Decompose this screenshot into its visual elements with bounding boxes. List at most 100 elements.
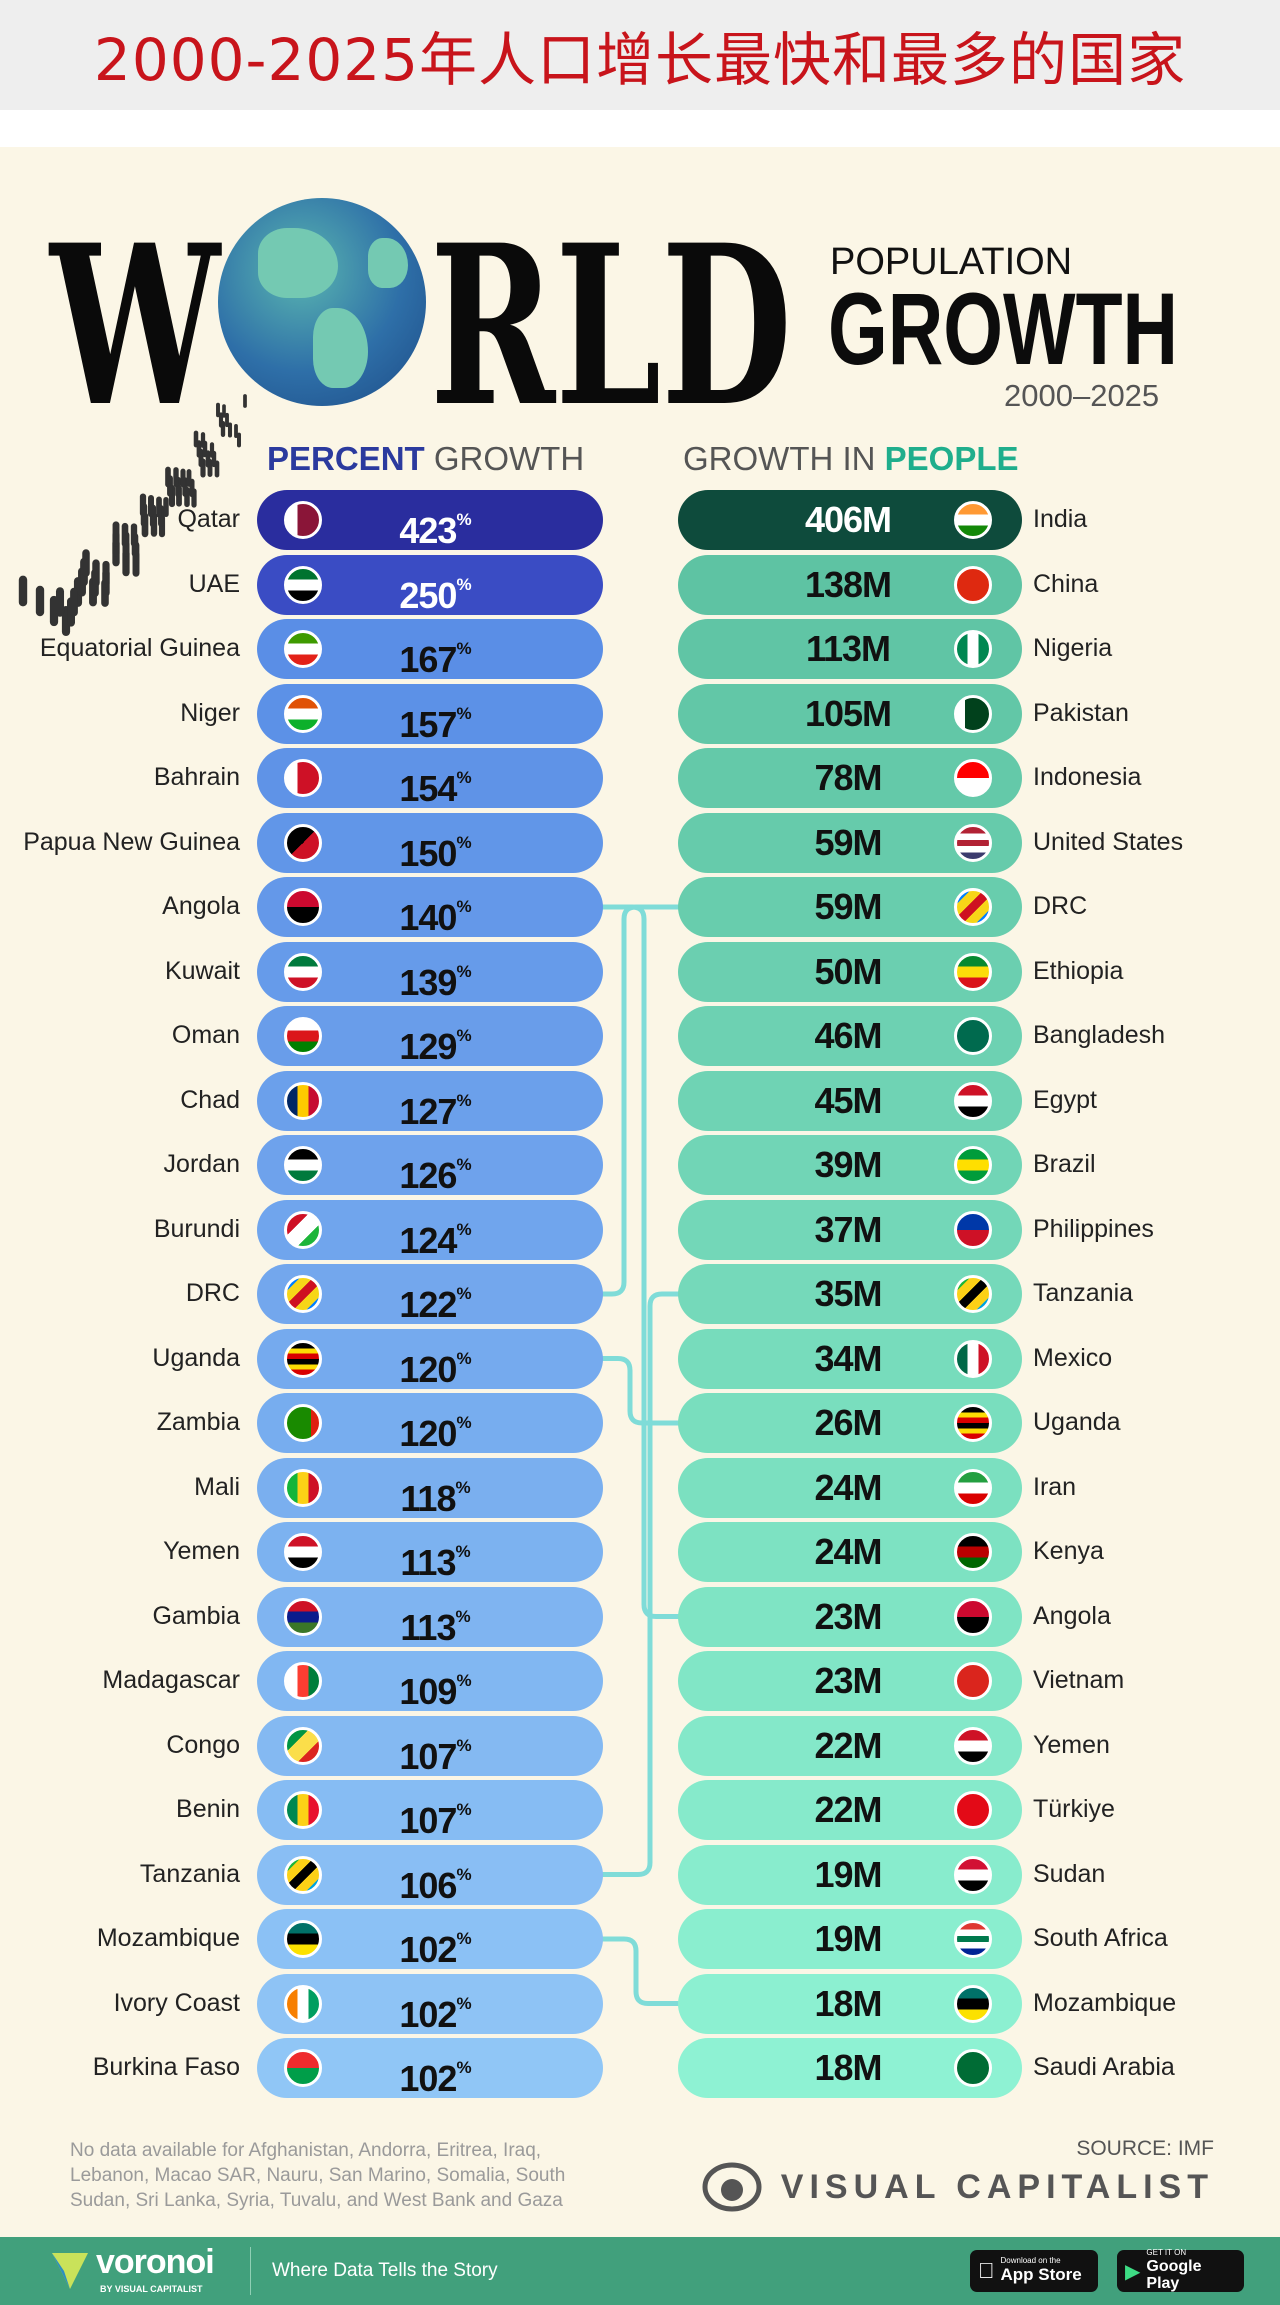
value-number: 18: [814, 1982, 853, 2024]
value-number: 113: [805, 628, 862, 669]
country-label: Papua New Guinea: [23, 827, 240, 856]
person-silhouette: [227, 422, 232, 438]
country-label: Bahrain: [153, 763, 240, 791]
people-value: 59M: [778, 813, 918, 873]
brand-name: VISUAL CAPITALIST: [780, 2167, 1214, 2206]
people-value: 37M: [778, 1200, 918, 1260]
people-bar: 23M: [678, 1586, 1022, 1647]
person-silhouette: [196, 439, 201, 458]
person-silhouette: [193, 430, 199, 448]
value-number: 22: [814, 1789, 853, 1830]
value-number: 138: [804, 563, 863, 605]
flag-icon-sudan: [954, 1855, 992, 1894]
person-silhouette: [180, 468, 186, 488]
country-label: Qatar: [177, 505, 240, 533]
source: SOURCE: IMF: [1076, 2137, 1214, 2160]
value-number: 46: [814, 1015, 853, 1056]
heading-bold: PERCENT: [267, 440, 425, 477]
value-number: 26: [814, 1402, 853, 1443]
value-unit: %: [456, 768, 471, 787]
value-unit: M: [852, 1402, 883, 1443]
people-bar: 406M: [678, 490, 1022, 550]
percent-value: 102%: [377, 2038, 493, 2099]
people-value: 113M: [778, 619, 918, 679]
percent-bar: 140%: [257, 877, 603, 938]
flag-icon-indonesia: [954, 759, 992, 797]
flag-icon-burundi: [284, 1210, 322, 1249]
percent-bar: 139%: [257, 941, 603, 1003]
value-number: 18: [814, 2047, 853, 2088]
percent-bar: 102%: [257, 1973, 603, 2035]
person-silhouette: [18, 575, 28, 607]
value-unit: %: [456, 1026, 471, 1045]
value-number: 120: [399, 1413, 457, 1454]
value-unit: %: [456, 1413, 471, 1432]
percent-value: 106%: [377, 1845, 493, 1906]
value-number: 22: [814, 1724, 853, 1766]
voronoi-logo[interactable]: voronoi: [96, 2243, 215, 2281]
flag-icon-ethiopia: [954, 952, 992, 991]
value-number: 24: [814, 1531, 853, 1572]
people-bar: 59M: [678, 812, 1022, 873]
country-label: Burundi: [153, 1214, 240, 1243]
value-number: 167: [399, 639, 457, 680]
percent-bar: 122%: [257, 1264, 603, 1325]
person-silhouette: [209, 441, 214, 458]
flag-icon-drc: [954, 888, 992, 926]
people-bar: 138M: [678, 554, 1022, 615]
country-label: Vietnam: [1033, 1666, 1125, 1694]
value-unit: %: [456, 1155, 471, 1174]
people-value: 18M: [778, 2038, 918, 2098]
flag-icon-egypt: [954, 1081, 992, 1120]
people-bar: 45M: [678, 1070, 1022, 1131]
percent-bar: 124%: [257, 1199, 603, 1261]
person-silhouette: [92, 559, 100, 587]
footer: voronoi BY VISUAL CAPITALIST Where Data …: [0, 2237, 1280, 2305]
country-label: South Africa: [1033, 1924, 1168, 1952]
people-bar: 113M: [678, 619, 1022, 679]
country-label: Niger: [180, 698, 240, 727]
value-unit: M: [852, 1595, 883, 1637]
country-label: Zambia: [156, 1408, 240, 1436]
value-number: 23: [814, 1660, 853, 1701]
flag-icon-equatorial-guinea: [284, 630, 322, 668]
value-number: 150: [399, 832, 457, 874]
value-number: 129: [399, 1026, 457, 1067]
country-label: Uganda: [1033, 1408, 1121, 1436]
value-number: 140: [399, 897, 457, 938]
value-unit: %: [456, 1993, 471, 2013]
google-label: Google Play: [1146, 2257, 1202, 2293]
people-bar: 18M: [678, 1973, 1022, 2034]
value-number: 19: [814, 1853, 853, 1895]
value-unit: %: [456, 510, 471, 529]
people-bar: 37M: [678, 1199, 1022, 1260]
person-silhouette: [222, 404, 226, 418]
person-silhouette: [121, 522, 129, 547]
value-unit: %: [456, 1735, 471, 1755]
country-label: Uganda: [152, 1343, 240, 1372]
country-label: Pakistan: [1033, 698, 1129, 727]
people-bar: 22M: [678, 1780, 1022, 1840]
person-silhouette: [174, 476, 181, 498]
value-unit: %: [456, 1219, 471, 1239]
flag-icon-uganda: [954, 1404, 992, 1442]
google-play-button[interactable]: ▶ GET IT ON Google Play: [1117, 2248, 1244, 2293]
people-value: 46M: [778, 1006, 918, 1066]
percent-value: 140%: [377, 877, 493, 938]
connector-tanzania: [595, 1291, 690, 1877]
value-number: 59: [814, 886, 853, 927]
person-silhouette: [69, 588, 78, 617]
country-label: UAE: [188, 569, 240, 598]
percent-bar: 113%: [257, 1586, 603, 1648]
value-number: 139: [399, 961, 457, 1003]
person-silhouette: [165, 466, 172, 488]
country-label: Madagascar: [102, 1666, 240, 1694]
flag-icon-niger: [284, 694, 322, 733]
notes: No data available for Afghanistan, Andor…: [70, 2140, 566, 2211]
people-bar: 78M: [678, 748, 1022, 808]
person-silhouette: [139, 493, 147, 517]
percent-bar: 250%: [257, 554, 603, 616]
value-number: 102: [399, 2058, 457, 2099]
person-silhouette: [163, 497, 169, 518]
